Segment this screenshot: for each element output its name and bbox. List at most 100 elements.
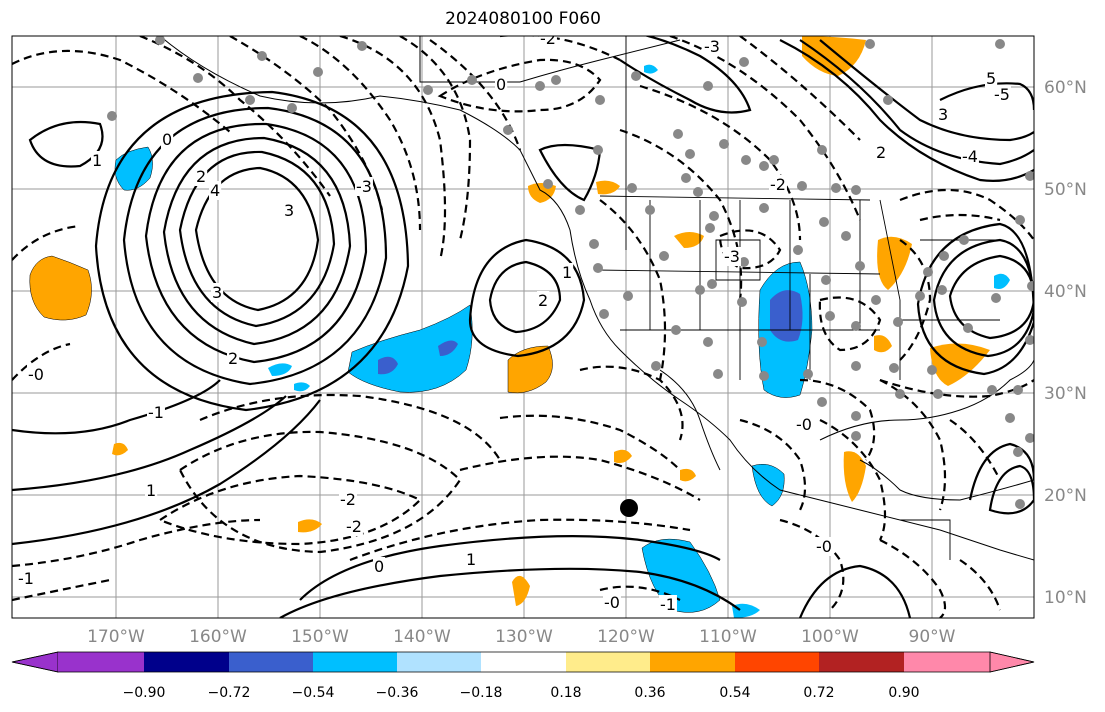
contour-label: 2 <box>228 349 238 368</box>
colorbar-outline <box>11 651 1035 673</box>
blue-patch-small-1 <box>268 363 292 376</box>
coastlines <box>159 36 1034 561</box>
contour-label: -2 <box>540 29 556 48</box>
contour-label-halo <box>659 595 677 614</box>
contour-label: 0 <box>496 75 506 94</box>
colorbar-tick-label: −0.90 <box>123 685 166 701</box>
orange-patch-small-5 <box>512 575 530 606</box>
contour-label: -3 <box>724 247 740 266</box>
colorbar-segment <box>229 652 313 672</box>
contour-label: 2 <box>876 143 886 162</box>
contour-label: -0 <box>604 593 620 612</box>
colorbar-segment <box>481 652 566 672</box>
contour-label: 1 <box>466 550 476 569</box>
contour-label-halo <box>209 181 222 200</box>
orange-patch-small-2 <box>298 519 322 533</box>
blue-patch-small-2 <box>294 382 310 392</box>
lon-label: 150°W <box>291 627 349 647</box>
contour-label: 1 <box>562 263 572 282</box>
contour-label: 3 <box>284 201 294 220</box>
contour-label: 0 <box>374 557 384 576</box>
contour-label-halo <box>603 593 621 612</box>
orange-patch-small-3 <box>614 449 632 464</box>
orange-patch-small-4 <box>680 468 696 482</box>
map-frame-bg <box>12 36 1034 618</box>
contour-label: -2 <box>340 490 356 509</box>
latitude-axis: 60°N 50°N 40°N 30°N 20°N 10°N <box>1044 78 1087 608</box>
contour-label-halo <box>769 175 787 194</box>
orange-patch-northwest-pacific <box>29 255 92 321</box>
contour-label: -2 <box>346 517 362 536</box>
contour-label: -5 <box>994 85 1010 104</box>
lon-label: 140°W <box>393 627 451 647</box>
royalblue-core-plains <box>770 290 803 342</box>
lon-label: 120°W <box>597 627 655 647</box>
colorbar-tick-label: 0.90 <box>888 685 919 701</box>
blue-patch-tropical-pacific-2 <box>732 603 760 618</box>
contour-label-halo <box>537 291 550 310</box>
colorbar-tick-label: −0.36 <box>376 685 419 701</box>
royalblue-core-east-pacific-1 <box>378 356 398 375</box>
colorbar-segment <box>397 652 481 672</box>
lat-label: 30°N <box>1044 384 1087 404</box>
contour-label: 5 <box>986 69 996 88</box>
contour-label: -4 <box>962 147 978 166</box>
station-dots <box>107 36 1034 509</box>
orange-patch-small-1 <box>112 442 128 456</box>
contour-label: -3 <box>356 177 372 196</box>
contour-label-halo <box>17 569 35 588</box>
colorbar-segment <box>58 652 144 672</box>
contour-label-halo <box>345 517 363 536</box>
contour-label-halo <box>875 143 888 162</box>
contour-label-halo <box>937 105 950 124</box>
colorbar-segment <box>735 652 819 672</box>
contour-label-halo <box>961 147 979 166</box>
contour-label-halo <box>211 283 224 302</box>
orange-patch-small-6 <box>874 335 892 353</box>
map-frame-border <box>11 35 1035 619</box>
colorbar-segment <box>904 652 990 672</box>
lat-label: 50°N <box>1044 180 1087 200</box>
contour-label-halo <box>561 263 574 282</box>
contour-label-halo <box>495 75 508 94</box>
colorbar-segment <box>566 652 650 672</box>
contour-label: 1 <box>146 481 156 500</box>
contour-label-halo <box>703 37 721 56</box>
contour-label: 3 <box>212 283 222 302</box>
colorbar-segment <box>313 652 397 672</box>
contour-label: -0 <box>28 365 44 384</box>
colorbar-extend-min <box>11 651 59 673</box>
blue-patch-tropical-pacific <box>641 538 721 613</box>
colorbar-segment <box>650 652 735 672</box>
contour-label-halo <box>795 415 813 434</box>
blue-patch-small-3 <box>994 273 1010 289</box>
contour-label: -1 <box>660 595 676 614</box>
colorbar-segment <box>144 652 229 672</box>
contour-label: -2 <box>770 175 786 194</box>
contour-label-halo <box>993 85 1011 104</box>
contour-label: -1 <box>148 403 164 422</box>
contour-label-halo <box>145 481 158 500</box>
lat-label: 40°N <box>1044 282 1087 302</box>
lat-label: 10°N <box>1044 588 1087 608</box>
contour-label: 2 <box>538 291 548 310</box>
contour-label-halo <box>283 201 296 220</box>
contour-label: -1 <box>18 569 34 588</box>
negative-contours <box>12 36 1034 618</box>
lon-label: 130°W <box>495 627 553 647</box>
contour-label-halo <box>373 557 386 576</box>
orange-patch-gulf <box>843 451 866 502</box>
contour-label: -3 <box>704 37 720 56</box>
state-borders <box>595 36 1000 560</box>
contour-label-halo <box>465 550 478 569</box>
orange-patch-midwest <box>877 236 912 290</box>
colorbar-tick-label: −0.18 <box>460 685 503 701</box>
contour-label-halo <box>227 349 240 368</box>
lon-label: 90°W <box>909 627 956 647</box>
blue-patch-small-4 <box>644 64 658 74</box>
lon-label: 100°W <box>801 627 859 647</box>
contour-label-halo <box>27 365 45 384</box>
colorbar-tick-label: 0.18 <box>550 685 581 701</box>
lat-label: 60°N <box>1044 78 1087 98</box>
